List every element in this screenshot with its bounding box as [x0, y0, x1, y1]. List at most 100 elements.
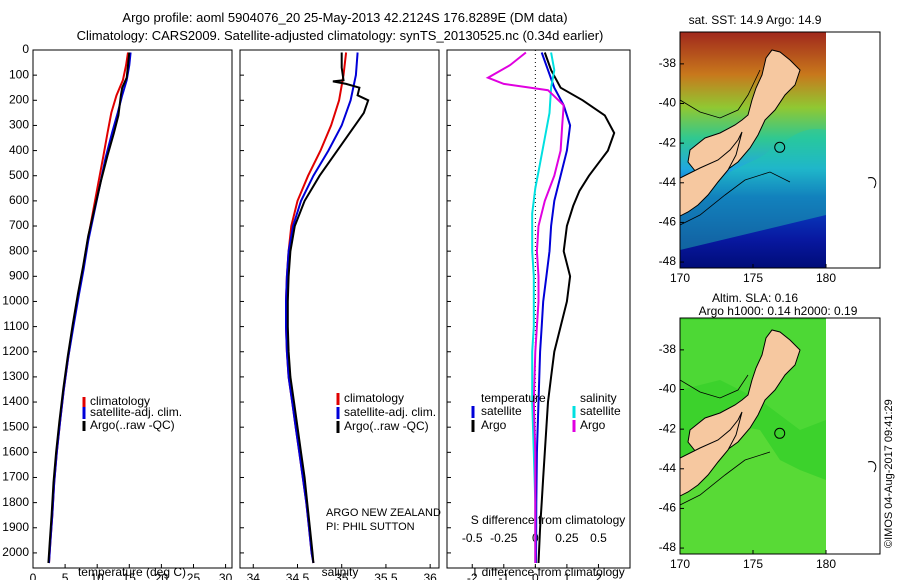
- depth-tick-label: 500: [9, 168, 29, 182]
- depth-tick-label: 100: [9, 67, 29, 81]
- s-tick-label: -0.5: [462, 531, 483, 545]
- x-tick-label: 20: [155, 571, 169, 580]
- depth-tick-label: 1400: [2, 394, 29, 408]
- legend-satellite-adj: satellite-adj. clim.: [90, 405, 182, 419]
- map-lat-label: -38: [659, 342, 677, 356]
- sla-map-frame: [679, 317, 881, 555]
- depth-tick-label: 400: [9, 143, 29, 157]
- legend-t-satellite: satellite: [481, 404, 522, 418]
- sla-map-blank: [826, 318, 880, 554]
- temperature-xlabel: temperature (deg C): [78, 565, 186, 579]
- depth-tick-label: 1000: [2, 294, 29, 308]
- salinity-panel: 34 34.5 35 35.5 36 salinity climatology sate…: [239, 49, 441, 580]
- map-lon-label: 175: [743, 557, 763, 571]
- map-lat-label: -42: [659, 135, 677, 149]
- sst-map: sat. SST: 14.9 Argo: 14.9 170 175 180 -38 -4…: [659, 13, 881, 285]
- legend-climatology: climatology: [90, 394, 150, 408]
- depth-tick-label: 1800: [2, 495, 29, 509]
- sla-map-title1: Altim. SLA: 0.16: [712, 291, 798, 305]
- x-tick-label: 10: [91, 571, 105, 580]
- series-line-argo-raw-qc-: [286, 52, 370, 564]
- difference-xlabel: T difference from climatology: [471, 565, 625, 579]
- depth-tick-label: 1100: [3, 319, 29, 333]
- sst-map-frame: [679, 31, 881, 269]
- depth-tick-label: 1900: [2, 520, 29, 534]
- difference-legend-salinity: salinity satellite Argo: [572, 391, 621, 432]
- salinity-xlabel: salinity: [322, 565, 359, 579]
- series-line-s-argo: [485, 51, 565, 563]
- depth-tick-label: 1300: [2, 369, 29, 383]
- sla-map: Altim. SLA: 0.16 Argo h1000: 0.14 h2000:…: [659, 291, 881, 571]
- x-tick-label: 34.5: [286, 571, 310, 580]
- legend-satellite-adj: satellite-adj. clim.: [344, 405, 436, 419]
- map-lat-label: -48: [659, 254, 677, 268]
- depth-tick-label: 700: [9, 218, 29, 232]
- temperature-panel: 0100200300400500600700800900100011001200…: [2, 42, 451, 580]
- map-lat-label: -46: [659, 501, 677, 515]
- depth-tick-label: 900: [9, 268, 29, 282]
- depth-tick-label: 2000: [2, 545, 29, 559]
- south-island: [680, 131, 743, 217]
- series-line-t-argo: [537, 52, 616, 564]
- depth-tick-label: 600: [9, 193, 29, 207]
- difference-axes-frame: [446, 49, 631, 569]
- series-line-climatology: [48, 52, 129, 564]
- s-tick-label: 0.25: [555, 531, 579, 545]
- sla-map-title2: Argo h1000: 0.14 h2000: 0.19: [699, 304, 858, 318]
- x-tick-label: 15: [123, 571, 137, 580]
- south-island: [680, 411, 743, 497]
- annotation-line1: ARGO NEW ZEALAND: [326, 507, 441, 519]
- x-tick-label: 0: [30, 571, 37, 580]
- depth-tick-label: 1600: [2, 445, 29, 459]
- sst-contours: [680, 69, 791, 226]
- sla-contours: [680, 374, 771, 506]
- map-lat-label: -40: [659, 96, 677, 110]
- annotation-line2: PI: PHIL SUTTON: [326, 521, 415, 533]
- difference-legend-temperature: temperature satellite Argo: [471, 391, 546, 432]
- map-lon-label: 175: [743, 271, 763, 285]
- depth-tick-label: 0: [22, 42, 29, 56]
- temperature-x-axis: 0 5 10 15 20 25 30: [30, 564, 233, 580]
- salinity-axes-frame: [239, 49, 440, 569]
- depth-tick-label: 800: [9, 243, 29, 257]
- argo-float-marker: [774, 141, 786, 153]
- series-line-t-satellite: [535, 52, 572, 564]
- depth-tick-label: 1200: [2, 344, 29, 358]
- map-lat-label: -40: [659, 382, 677, 396]
- sst-front: [680, 129, 826, 250]
- series-line-satellite-adj-clim-: [285, 52, 359, 564]
- map-lon-label: 170: [670, 271, 690, 285]
- x-tick-label: 30: [219, 571, 233, 580]
- legend-s-satellite: satellite: [580, 404, 621, 418]
- legend-argo: Argo(..raw -QC): [90, 418, 175, 432]
- salinity-legend: climatology satellite-adj. clim. Argo(..…: [336, 391, 436, 433]
- sst-map-blank: [826, 32, 880, 268]
- x-tick-label: -1: [498, 571, 509, 580]
- legend-s-argo: Argo: [580, 418, 606, 432]
- x-tick-label: 2: [595, 571, 602, 580]
- x-tick-label: -2: [467, 571, 478, 580]
- x-tick-label: 35.5: [374, 571, 398, 580]
- x-tick-label: 36: [423, 571, 437, 580]
- legend-t-argo: Argo: [481, 418, 507, 432]
- sla-map-axes: 170 175 180 -38 -40 -42 -44 -46 -48: [659, 342, 837, 571]
- chatham-island: [867, 177, 877, 189]
- x-tick-label: 35: [335, 571, 349, 580]
- temperature-axes-frame: [32, 49, 233, 569]
- map-lon-label: 180: [816, 271, 836, 285]
- map-lat-label: -42: [659, 421, 677, 435]
- copyright-stamp: ©IMOS 04-Aug-2017 09:41:29: [883, 399, 895, 548]
- sst-map-axes: 170 175 180 -38 -40 -42 -44 -46 -48: [659, 56, 837, 285]
- difference-xlabel-top: S difference from climatology: [471, 513, 626, 527]
- map-lat-label: -38: [659, 56, 677, 70]
- map-lat-label: -48: [659, 540, 677, 554]
- s-tick-label: 0.5: [590, 531, 607, 545]
- series-line-climatology: [285, 52, 348, 564]
- temperature-lines: [47, 52, 132, 564]
- depth-tick-label: 1700: [2, 470, 29, 484]
- depth-tick-label: 200: [9, 92, 29, 106]
- series-line-argo-raw-qc-: [47, 52, 131, 564]
- difference-lines: [485, 51, 616, 564]
- argo-float-marker: [774, 427, 786, 439]
